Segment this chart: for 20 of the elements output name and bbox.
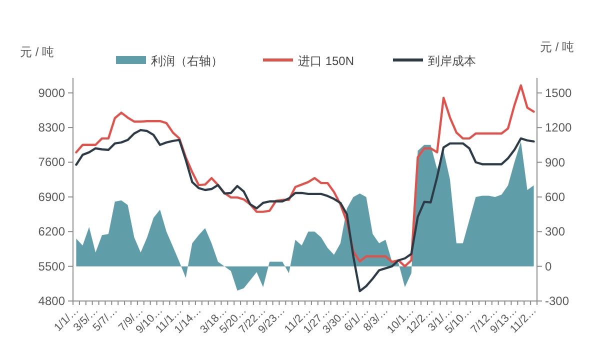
y-tick-label: 9000	[38, 86, 66, 100]
line-series	[75, 84, 535, 268]
y2-tick-label: 900	[545, 155, 566, 170]
y2-tick-label: 300	[545, 224, 566, 239]
y-tick-label: 5500	[38, 259, 66, 274]
legend-label: 进口 150N	[298, 54, 354, 68]
y2-tick-label: 0	[545, 259, 552, 274]
y2-tick-label: 600	[545, 190, 566, 204]
y-tick-label: 4800	[38, 294, 66, 308]
y-tick-label: 6200	[38, 224, 66, 239]
y2-axis-title: 元 / 吨	[540, 40, 574, 54]
y2-tick-label: -300	[545, 294, 570, 308]
y-tick-label: 6900	[38, 190, 66, 204]
y-tick-label: 7600	[38, 155, 66, 170]
y2-tick-label: 1200	[545, 120, 572, 135]
y-axis-title: 元 / 吨	[20, 45, 54, 59]
y-tick-label: 8300	[38, 120, 66, 135]
legend-label: 到岸成本	[428, 54, 476, 68]
y2-tick-label: 1500	[545, 86, 572, 100]
legend-label: 利润（右轴）	[151, 54, 223, 68]
